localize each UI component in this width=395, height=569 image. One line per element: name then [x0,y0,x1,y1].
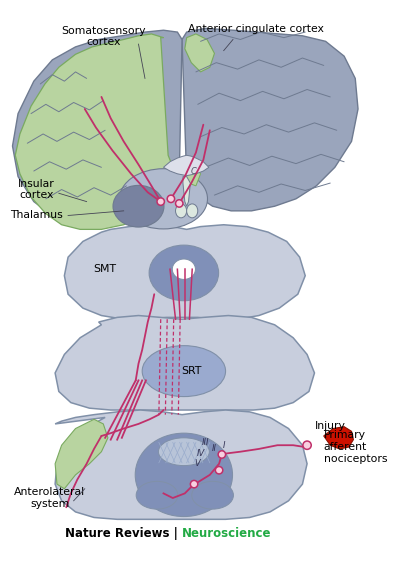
Ellipse shape [175,204,187,218]
Text: Somatosensory
cortex: Somatosensory cortex [61,26,145,47]
Text: IV: IV [196,449,205,458]
Text: Neuroscience: Neuroscience [182,527,271,540]
Text: III: III [201,438,209,447]
Ellipse shape [215,467,223,474]
Text: Thalamus: Thalamus [10,211,63,221]
Text: Insular
cortex: Insular cortex [18,179,55,200]
Polygon shape [55,419,108,489]
Text: SRT: SRT [181,366,201,376]
Polygon shape [185,164,201,186]
Polygon shape [55,410,307,519]
Polygon shape [185,34,214,72]
Polygon shape [182,28,358,211]
Ellipse shape [303,441,311,450]
Ellipse shape [190,480,198,488]
Ellipse shape [192,481,233,509]
Text: Injury: Injury [315,421,346,431]
Polygon shape [183,176,190,206]
Ellipse shape [175,200,183,207]
Ellipse shape [142,345,226,397]
Ellipse shape [187,204,198,218]
Ellipse shape [172,259,196,279]
Text: Primary
afferent
nociceptors: Primary afferent nociceptors [324,431,387,464]
Polygon shape [164,155,209,176]
Polygon shape [324,427,354,449]
Ellipse shape [120,169,207,229]
Polygon shape [13,30,182,225]
Ellipse shape [113,185,164,227]
Text: C: C [191,167,197,175]
Ellipse shape [135,433,233,517]
Ellipse shape [218,451,226,458]
Polygon shape [55,316,314,410]
Ellipse shape [149,245,218,300]
Ellipse shape [158,438,209,465]
Text: Nature Reviews |: Nature Reviews | [65,527,182,540]
Text: Anterior cingulate cortex: Anterior cingulate cortex [188,24,324,34]
Text: SMT: SMT [94,264,117,274]
Text: II: II [212,444,217,453]
Polygon shape [64,225,305,319]
Polygon shape [15,34,175,229]
Text: Anterolateral
system: Anterolateral system [14,487,85,509]
Ellipse shape [157,198,164,205]
Text: V: V [194,459,200,468]
Text: I: I [222,441,225,450]
Ellipse shape [136,481,178,509]
Ellipse shape [167,195,175,203]
